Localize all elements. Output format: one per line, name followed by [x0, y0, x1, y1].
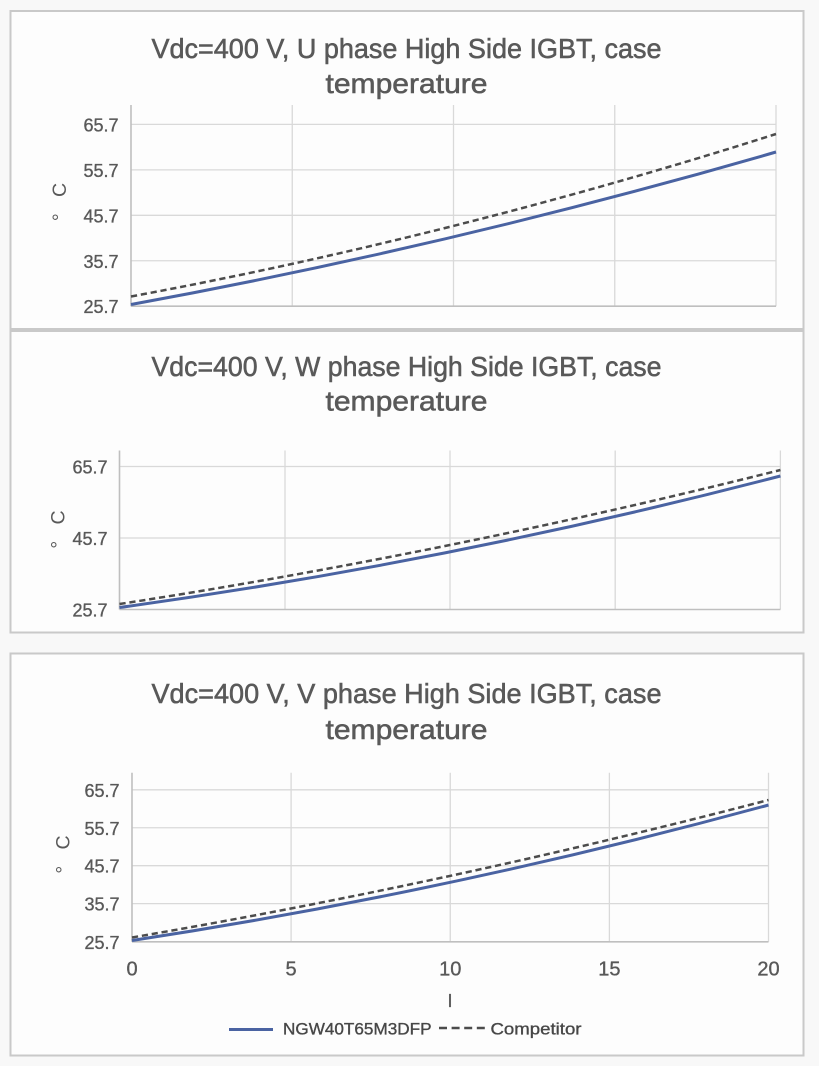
- svg-text:25.7: 25.7: [83, 297, 118, 317]
- svg-text:20: 20: [757, 959, 779, 981]
- svg-text:35.7: 35.7: [84, 895, 119, 915]
- svg-text:Vdc=400 V, W phase High Side I: Vdc=400 V, W phase High Side IGBT, case: [152, 351, 662, 382]
- svg-text:65.7: 65.7: [72, 458, 107, 478]
- svg-text:NGW40T65M3DFP: NGW40T65M3DFP: [283, 1021, 432, 1039]
- svg-text:5: 5: [286, 959, 297, 981]
- svg-text:10: 10: [439, 959, 461, 981]
- svg-text:° C: ° C: [49, 183, 71, 221]
- svg-text:35.7: 35.7: [83, 252, 118, 272]
- svg-text:temperature: temperature: [326, 386, 488, 417]
- svg-text:15: 15: [598, 959, 620, 981]
- svg-text:55.7: 55.7: [84, 819, 119, 839]
- svg-text:45.7: 45.7: [84, 857, 119, 877]
- svg-text:temperature: temperature: [326, 68, 488, 99]
- svg-text:45.7: 45.7: [72, 529, 107, 549]
- svg-text:Vdc=400 V, V phase High Side I: Vdc=400 V, V phase High Side IGBT, case: [152, 678, 662, 709]
- svg-text:Vdc=400 V, U phase High Side I: Vdc=400 V, U phase High Side IGBT, case: [152, 33, 662, 64]
- svg-text:65.7: 65.7: [83, 115, 118, 135]
- svg-text:25.7: 25.7: [72, 601, 107, 621]
- svg-text:I: I: [447, 991, 452, 1011]
- svg-text:55.7: 55.7: [83, 161, 118, 181]
- svg-text:° C: ° C: [48, 510, 70, 548]
- svg-text:° C: ° C: [53, 835, 75, 873]
- svg-text:temperature: temperature: [326, 714, 488, 745]
- svg-text:65.7: 65.7: [84, 781, 119, 801]
- svg-text:0: 0: [126, 959, 137, 981]
- svg-text:Competitor: Competitor: [491, 1021, 583, 1039]
- svg-text:45.7: 45.7: [83, 206, 118, 226]
- svg-text:25.7: 25.7: [84, 933, 119, 953]
